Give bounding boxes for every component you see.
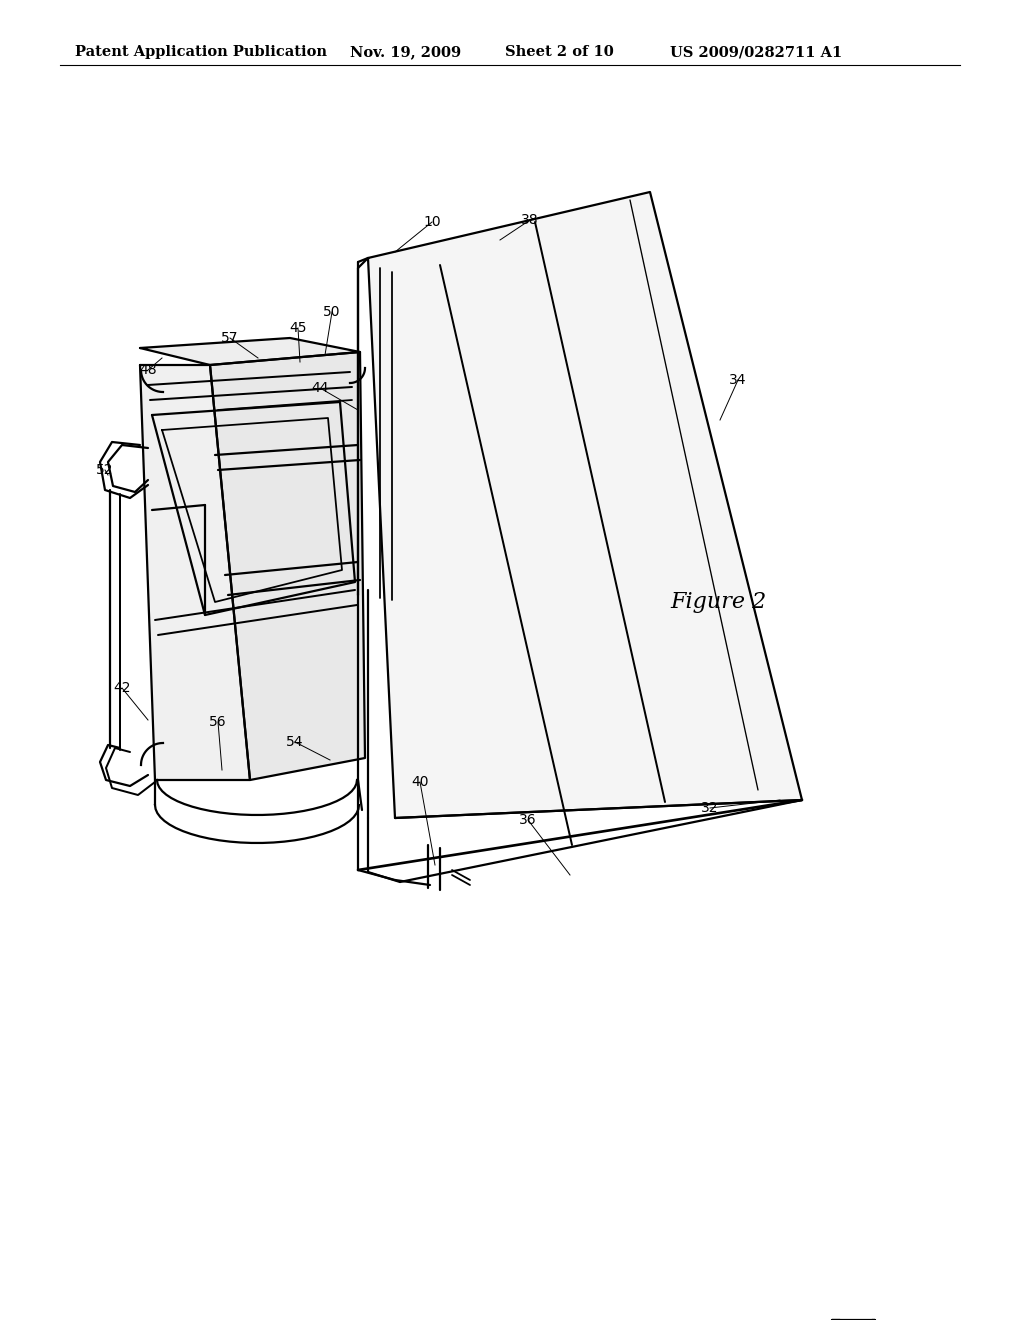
Polygon shape — [368, 191, 802, 818]
Text: 36: 36 — [519, 813, 537, 828]
Polygon shape — [140, 366, 250, 780]
Text: 32: 32 — [701, 801, 719, 814]
Text: 44: 44 — [311, 381, 329, 395]
Text: 34: 34 — [729, 374, 746, 387]
Text: Sheet 2 of 10: Sheet 2 of 10 — [505, 45, 613, 59]
Text: 50: 50 — [324, 305, 341, 319]
Polygon shape — [210, 352, 365, 780]
Polygon shape — [140, 338, 360, 366]
Text: 57: 57 — [221, 331, 239, 345]
Text: Patent Application Publication: Patent Application Publication — [75, 45, 327, 59]
Text: 56: 56 — [209, 715, 226, 729]
Text: 38: 38 — [521, 213, 539, 227]
Text: 45: 45 — [289, 321, 307, 335]
Text: 40: 40 — [412, 775, 429, 789]
Text: 54: 54 — [287, 735, 304, 748]
Text: 48: 48 — [139, 363, 157, 378]
Text: 42: 42 — [114, 681, 131, 696]
Text: Figure 2: Figure 2 — [670, 591, 766, 612]
Text: Nov. 19, 2009: Nov. 19, 2009 — [350, 45, 461, 59]
Text: 10: 10 — [423, 215, 440, 228]
Text: 52: 52 — [96, 463, 114, 477]
Text: US 2009/0282711 A1: US 2009/0282711 A1 — [670, 45, 843, 59]
